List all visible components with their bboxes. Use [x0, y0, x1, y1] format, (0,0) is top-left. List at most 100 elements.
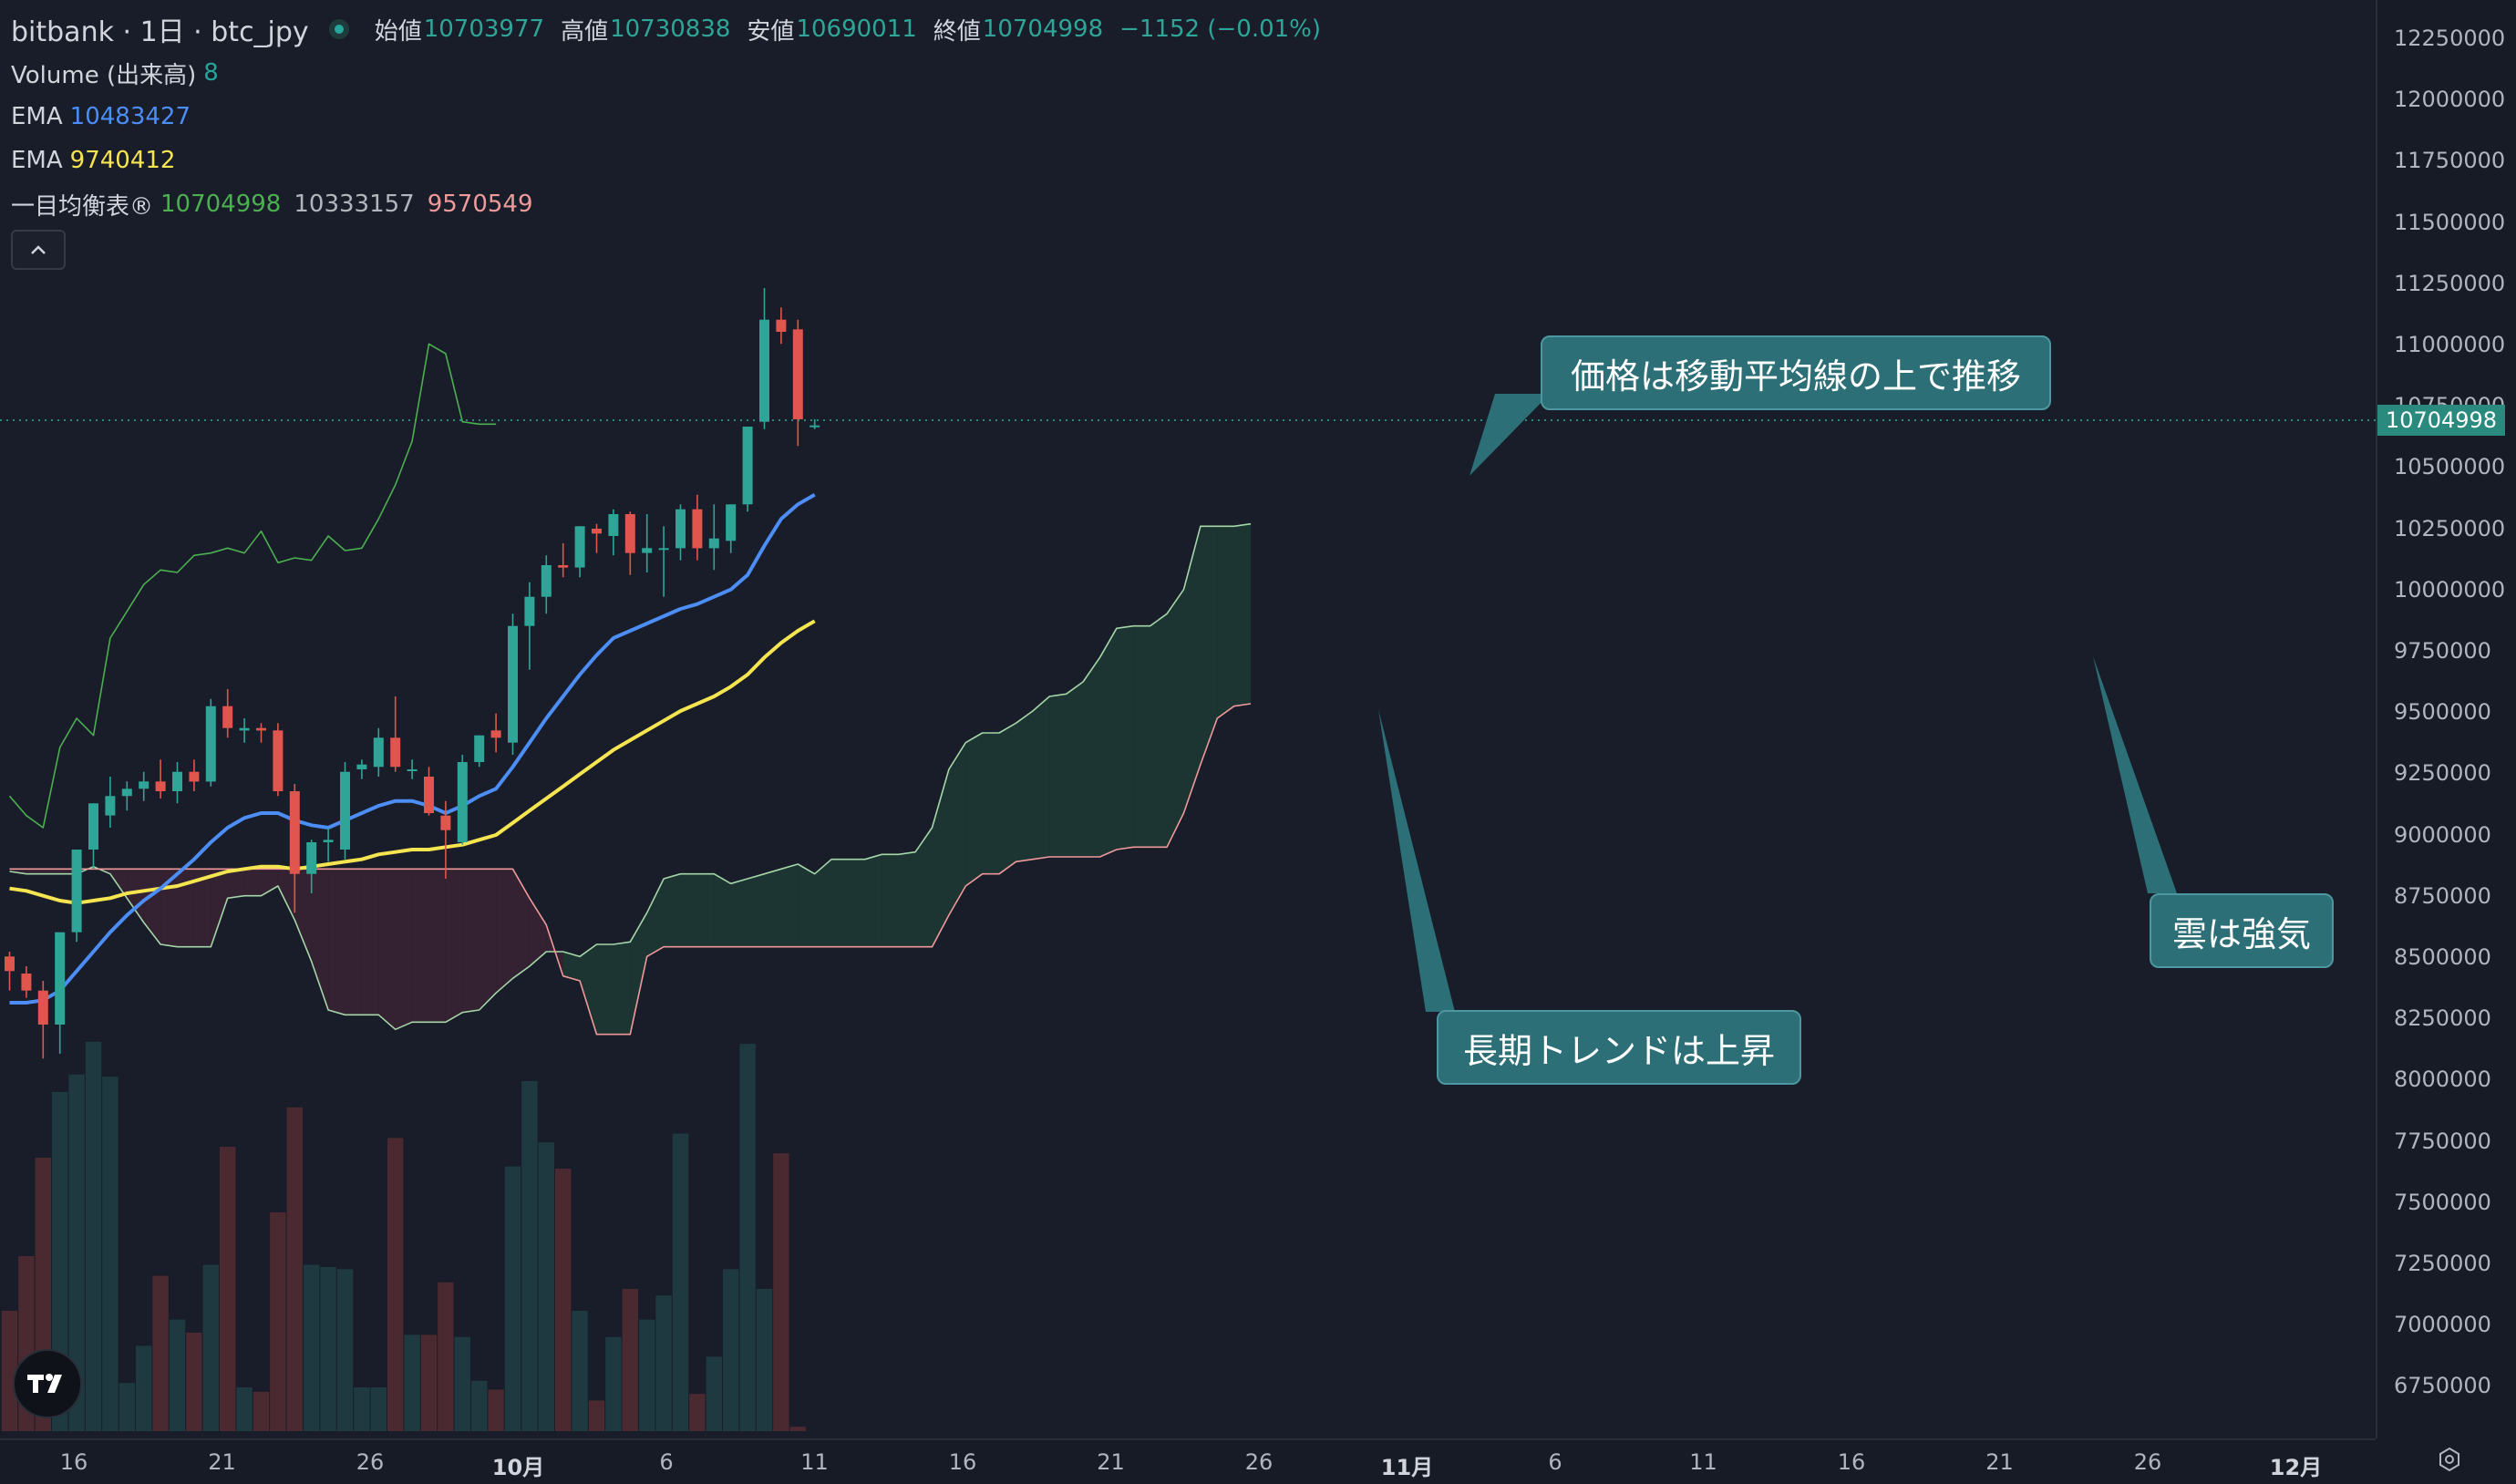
volume-bar [152, 1275, 169, 1431]
callout-pointer-ma [1469, 394, 1550, 476]
cloud-segment [462, 869, 479, 1013]
price-chart[interactable] [0, 0, 2376, 1438]
candlesticks [5, 288, 820, 1059]
chart-area[interactable]: bitbank · 1日 · btc_jpy 始値 10703977 高値 10… [0, 0, 2376, 1438]
tradingview-logo-icon [27, 1374, 62, 1393]
candle-body [692, 509, 703, 549]
price-axis[interactable]: 12250000 12000000 11750000 11500000 11250000… [2376, 0, 2516, 1438]
volume-bar [354, 1387, 370, 1431]
cloud-segment [1116, 625, 1134, 850]
cloud-segment [798, 864, 815, 947]
candle-body [222, 706, 233, 728]
candle-body [558, 565, 569, 568]
legend-ema-fast-value: 10483427 [69, 103, 191, 130]
cloud-segment [580, 944, 597, 1035]
cloud-segment [496, 869, 513, 994]
annotation-price-above-ma[interactable]: 価格は移動平均線の上で推移 [1541, 335, 2051, 410]
candle-body [172, 771, 182, 791]
volume-bar [538, 1142, 554, 1431]
legend-ichimoku-value-1: 10704998 [160, 191, 282, 218]
time-axis-label: 16 [1837, 1449, 1866, 1475]
cloud-segment [562, 952, 581, 981]
volume-bar [253, 1391, 270, 1431]
price-axis-label: 10500000 [2394, 454, 2506, 480]
high-value: 10730838 [610, 15, 731, 43]
candle-body [37, 990, 48, 1025]
cloud-segment [26, 869, 44, 874]
annotation-long-trend-up[interactable]: 長期トレンドは上昇 [1437, 1010, 1801, 1085]
candle-body [708, 538, 719, 549]
legend-volume-value: 8 [203, 59, 219, 87]
cloud-segment [1200, 526, 1218, 765]
candle-body [373, 737, 384, 768]
cloud-segment [596, 944, 614, 1035]
legend-ema-fast[interactable]: EMA 10483427 [11, 95, 1337, 139]
candle-body [608, 514, 619, 536]
candle-body [524, 596, 535, 626]
cloud-segment [1066, 682, 1084, 857]
candle-body [105, 796, 116, 816]
cloud-segment [1016, 711, 1033, 862]
open-value: 10703977 [423, 15, 545, 43]
volume-bar [723, 1269, 739, 1431]
candle-body [205, 706, 216, 782]
cloud-segment [1049, 694, 1067, 857]
volume-bar [706, 1356, 722, 1431]
volume-bar [68, 1074, 85, 1431]
price-axis-label: 12250000 [2394, 26, 2506, 51]
cloud-segment [244, 869, 262, 896]
candle-body [306, 842, 317, 874]
cloud-segment [831, 859, 849, 947]
cloud-segment [328, 869, 345, 1015]
time-axis-label: 11 [1689, 1449, 1717, 1475]
cloud-segment [680, 873, 697, 947]
candle-body [121, 788, 132, 797]
volume-bar [420, 1335, 438, 1431]
cloud-segment [714, 873, 731, 947]
time-axis-label: 21 [1097, 1449, 1125, 1475]
volume-bar [169, 1319, 186, 1431]
legend-volume[interactable]: Volume (出来高) 8 [11, 51, 1337, 95]
volume-bar [454, 1336, 470, 1431]
symbol-title[interactable]: bitbank · 1日 · btc_jpy [11, 16, 309, 48]
collapse-legend-button[interactable] [11, 230, 66, 270]
cloud-segment [1217, 526, 1234, 718]
legend-ema-slow[interactable]: EMA 9740412 [11, 139, 1337, 182]
volume-bar [773, 1153, 789, 1431]
cloud-segment [1083, 657, 1100, 857]
legend-ema-slow-label: EMA [11, 147, 63, 174]
price-axis-label: 9250000 [2394, 760, 2491, 787]
cloud-segment [764, 869, 781, 947]
chart-settings-icon[interactable] [2436, 1446, 2463, 1473]
price-axis-label: 10250000 [2394, 515, 2506, 541]
cloud-segment [898, 851, 916, 947]
candle-body [239, 727, 250, 731]
candle-body [55, 932, 66, 1025]
volume-bar [672, 1133, 689, 1431]
legend-ichimoku[interactable]: 一目均衡表® 10704998 10333157 9570549 [11, 182, 1337, 226]
legend-ema-slow-value: 9740412 [69, 147, 176, 174]
senkou-span-a-line [9, 522, 1252, 1031]
volume-bar [639, 1319, 655, 1431]
cloud-segment [412, 869, 429, 1023]
time-axis-label: 16 [59, 1449, 88, 1475]
annotation-long-trend-up-text: 長期トレンドは上昇 [1462, 1030, 1775, 1071]
annotation-cloud-bullish[interactable]: 雲は強気 [2150, 893, 2334, 968]
volume-bar [622, 1289, 638, 1431]
volume-bar [605, 1336, 622, 1431]
callout-pointer-cloud [2093, 656, 2177, 893]
volume-bar [588, 1400, 605, 1431]
volume-bar [689, 1394, 706, 1431]
cloud-segment [277, 869, 295, 921]
volume-bar [186, 1333, 202, 1431]
volume-bar [320, 1267, 336, 1431]
chart-legend: bitbank · 1日 · btc_jpy 始値 10703977 高値 10… [11, 7, 1337, 270]
time-axis-label: 16 [948, 1449, 977, 1475]
candle-body [457, 762, 468, 842]
tradingview-logo[interactable] [13, 1349, 82, 1418]
ema-slow-line [9, 619, 816, 905]
change-value: −1152 (−0.01%) [1119, 15, 1322, 43]
candle-body [809, 425, 820, 428]
time-axis-label: 11 [800, 1449, 829, 1475]
time-axis[interactable]: 16 21 26 10月 6 11 16 21 26 11月 6 11 16 21 26 12月 [0, 1438, 2376, 1484]
